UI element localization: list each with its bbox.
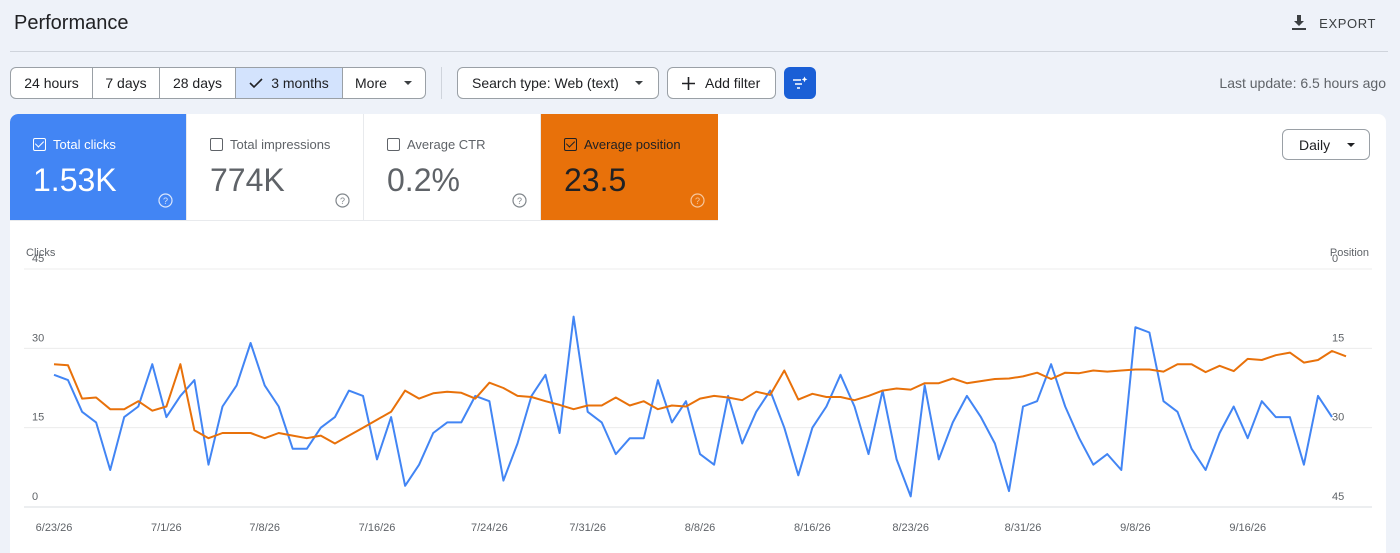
right-tick-label: 45 bbox=[1332, 491, 1344, 503]
svg-text:?: ? bbox=[695, 196, 700, 206]
add-filter-button[interactable]: Add filter bbox=[667, 67, 776, 99]
metric-total-clicks[interactable]: Total clicks 1.53K ? bbox=[10, 114, 187, 221]
toolbar: 24 hours 7 days 28 days 3 months More Se… bbox=[10, 67, 1386, 99]
page-title: Performance bbox=[14, 11, 129, 34]
checkbox-icon bbox=[564, 138, 577, 151]
metric-label-row: Total clicks bbox=[33, 137, 116, 152]
range-28-days[interactable]: 28 days bbox=[160, 68, 236, 98]
caret-down-icon bbox=[635, 81, 643, 85]
metric-value: 0.2% bbox=[387, 162, 460, 198]
granularity-label: Daily bbox=[1299, 136, 1331, 153]
caret-down-icon bbox=[1347, 142, 1355, 147]
right-tick-label: 0 bbox=[1332, 253, 1338, 265]
svg-text:?: ? bbox=[163, 196, 168, 206]
metric-label: Total impressions bbox=[230, 137, 331, 152]
checkbox-icon bbox=[387, 138, 400, 151]
x-tick-label: 8/31/26 bbox=[1005, 522, 1042, 534]
metric-average-ctr[interactable]: Average CTR 0.2% ? bbox=[364, 114, 541, 221]
left-tick-label: 30 bbox=[32, 332, 44, 344]
range-3-months[interactable]: 3 months bbox=[236, 68, 343, 98]
range-more-dropdown[interactable]: More bbox=[343, 68, 425, 98]
help-icon[interactable]: ? bbox=[158, 193, 173, 208]
range-24-hours[interactable]: 24 hours bbox=[11, 68, 93, 98]
range-label: More bbox=[355, 75, 387, 91]
performance-chart: Clicks 0 15 30 45 Position 45 30 15 0 6/23/26 7/1… bbox=[24, 247, 1372, 534]
toolbar-divider bbox=[441, 67, 442, 99]
metric-label-row: Average position bbox=[564, 137, 681, 152]
date-range-selector: 24 hours 7 days 28 days 3 months More bbox=[10, 67, 426, 99]
x-tick-label: 6/23/26 bbox=[36, 522, 73, 534]
ai-filter-button[interactable] bbox=[784, 67, 816, 99]
right-axis-title: Position bbox=[1330, 247, 1369, 259]
export-label: EXPORT bbox=[1319, 15, 1376, 31]
download-icon bbox=[1292, 15, 1307, 30]
right-tick-label: 30 bbox=[1332, 412, 1344, 424]
add-filter-label: Add filter bbox=[705, 75, 761, 91]
range-label: 3 months bbox=[271, 75, 329, 91]
chart-series bbox=[53, 315, 1347, 498]
left-axis: Clicks 0 15 30 45 bbox=[26, 247, 56, 503]
left-axis-title: Clicks bbox=[26, 247, 56, 259]
x-tick-label: 8/23/26 bbox=[892, 522, 929, 534]
sparkle-filter-icon bbox=[793, 76, 808, 89]
x-axis: 6/23/26 7/1/26 7/8/26 7/16/26 7/24/26 7/31/26… bbox=[36, 522, 1266, 534]
range-label: 7 days bbox=[105, 75, 147, 91]
left-tick-label: 0 bbox=[32, 491, 38, 503]
metric-label: Total clicks bbox=[53, 137, 116, 152]
metric-average-position[interactable]: Average position 23.5 ? bbox=[541, 114, 718, 221]
x-tick-label: 9/16/26 bbox=[1229, 522, 1266, 534]
metric-value: 23.5 bbox=[564, 162, 627, 198]
left-tick-label: 45 bbox=[32, 253, 44, 265]
metric-total-impressions[interactable]: Total impressions 774K ? bbox=[187, 114, 364, 221]
right-tick-label: 15 bbox=[1332, 332, 1344, 344]
right-axis: Position 45 30 15 0 bbox=[1330, 247, 1369, 503]
series-line-position bbox=[53, 350, 1347, 445]
search-type-dropdown[interactable]: Search type: Web (text) bbox=[457, 67, 659, 99]
left-tick-label: 15 bbox=[32, 412, 44, 424]
x-tick-label: 7/24/26 bbox=[471, 522, 508, 534]
x-tick-label: 9/8/26 bbox=[1120, 522, 1151, 534]
svg-text:?: ? bbox=[517, 196, 522, 206]
range-7-days[interactable]: 7 days bbox=[93, 68, 160, 98]
x-tick-label: 7/8/26 bbox=[249, 522, 280, 534]
x-tick-label: 7/31/26 bbox=[569, 522, 606, 534]
header: Performance EXPORT bbox=[0, 0, 1400, 46]
help-icon[interactable]: ? bbox=[335, 193, 350, 208]
header-divider bbox=[10, 51, 1388, 52]
series-line-clicks bbox=[53, 315, 1333, 498]
metric-label-row: Total impressions bbox=[210, 137, 330, 152]
metric-value: 774K bbox=[210, 162, 285, 198]
metric-label-row: Average CTR bbox=[387, 137, 486, 152]
caret-down-icon bbox=[404, 81, 412, 85]
checkmark-icon bbox=[249, 78, 263, 89]
metric-label: Average CTR bbox=[407, 137, 486, 152]
chart-grid bbox=[24, 268, 1372, 508]
last-update-text: Last update: 6.5 hours ago bbox=[1219, 75, 1386, 91]
svg-text:?: ? bbox=[340, 196, 345, 206]
x-tick-label: 8/8/26 bbox=[685, 522, 716, 534]
performance-panel: Total clicks 1.53K ? Total impressions 7… bbox=[10, 114, 1386, 553]
metric-label: Average position bbox=[584, 137, 681, 152]
range-label: 24 hours bbox=[24, 75, 79, 91]
metric-value: 1.53K bbox=[33, 162, 117, 198]
help-icon[interactable]: ? bbox=[512, 193, 527, 208]
search-type-label: Search type: Web (text) bbox=[472, 75, 619, 91]
x-tick-label: 8/16/26 bbox=[794, 522, 831, 534]
x-tick-label: 7/1/26 bbox=[151, 522, 182, 534]
x-tick-label: 7/16/26 bbox=[359, 522, 396, 534]
checkbox-icon bbox=[210, 138, 223, 151]
export-button[interactable]: EXPORT bbox=[1291, 14, 1376, 32]
granularity-dropdown[interactable]: Daily bbox=[1282, 129, 1370, 160]
checkbox-icon bbox=[33, 138, 46, 151]
plus-icon bbox=[682, 76, 695, 90]
range-label: 28 days bbox=[172, 75, 223, 91]
help-icon[interactable]: ? bbox=[690, 193, 705, 208]
